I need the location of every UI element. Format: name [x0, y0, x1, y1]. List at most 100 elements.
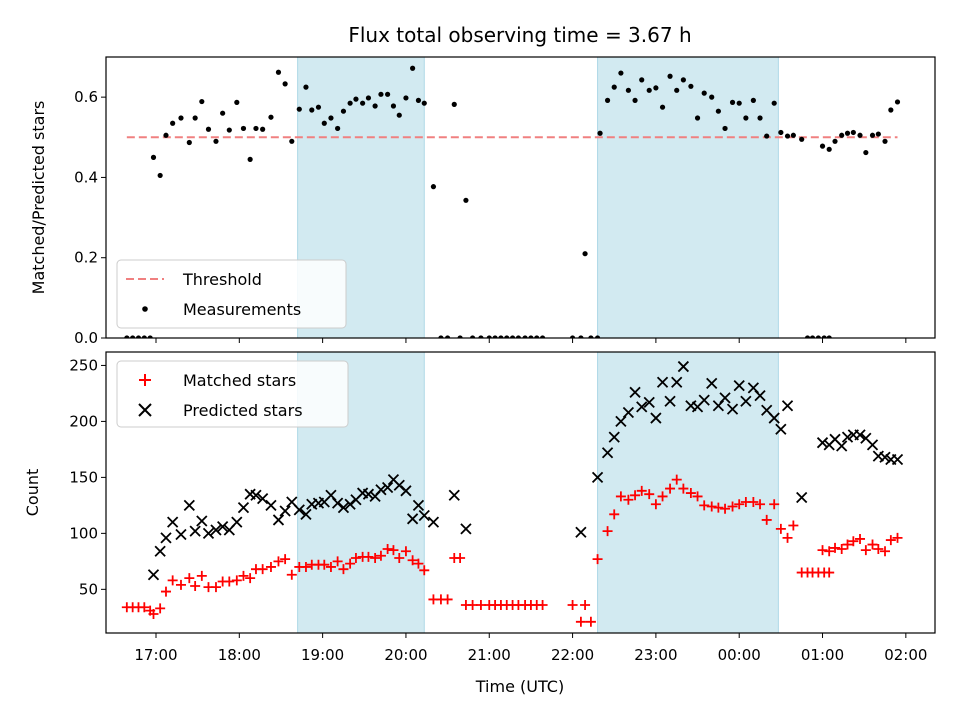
data-point	[160, 532, 172, 544]
data-point	[688, 83, 694, 89]
series-matched-stars	[121, 474, 903, 627]
data-point	[528, 335, 534, 338]
legend-measurements-swatch	[142, 306, 148, 312]
data-point	[331, 497, 344, 509]
data-point	[289, 138, 295, 144]
legend-label: Predicted stars	[183, 401, 303, 420]
data-point	[857, 132, 863, 138]
data-point	[601, 447, 614, 459]
data-point	[736, 100, 742, 106]
data-point	[170, 120, 176, 126]
data-point	[390, 103, 397, 109]
data-point	[190, 580, 201, 591]
top-panel-ratio: 0.0 0.2 0.4 0.6 Matched/Predicted stars Thres…	[29, 56, 936, 347]
data-point	[882, 138, 888, 144]
data-point	[775, 523, 786, 534]
data-point	[375, 550, 386, 561]
data-point	[748, 497, 759, 508]
data-point	[178, 115, 184, 121]
data-point	[309, 107, 315, 113]
data-point	[657, 491, 668, 502]
data-point	[650, 499, 661, 510]
data-point	[826, 335, 832, 338]
data-point	[867, 539, 878, 550]
data-point	[293, 504, 305, 516]
data-point	[344, 498, 356, 510]
data-point	[629, 386, 641, 398]
legend: Matched stars Predicted stars	[116, 360, 349, 428]
data-point	[196, 570, 207, 581]
data-point	[650, 412, 662, 424]
data-point	[788, 520, 799, 531]
data-point	[256, 493, 269, 505]
data-point	[522, 335, 528, 338]
data-point	[498, 335, 504, 338]
data-point	[184, 573, 195, 584]
data-point	[300, 561, 311, 572]
data-point	[260, 126, 266, 132]
data-point	[602, 526, 613, 537]
shaded-interval-2	[597, 56, 779, 339]
data-point	[205, 126, 212, 132]
data-point	[855, 533, 866, 544]
data-point	[824, 567, 835, 578]
data-point	[734, 499, 745, 510]
x-tick-label: 19:00	[301, 646, 344, 664]
data-point	[286, 569, 297, 580]
data-point	[141, 335, 147, 338]
data-point	[643, 396, 655, 409]
data-point	[509, 335, 516, 338]
data-point	[832, 138, 838, 144]
data-point	[150, 154, 157, 160]
axes-frame	[105, 351, 936, 634]
data-point	[345, 558, 356, 569]
legend-label: Threshold	[182, 270, 262, 289]
data-point	[830, 542, 841, 553]
data-point	[226, 127, 232, 133]
data-point	[615, 491, 626, 502]
data-point	[247, 156, 253, 162]
series-measurements	[124, 65, 901, 338]
data-point	[665, 483, 676, 494]
data-point	[430, 184, 437, 190]
y-tick-label: 250	[69, 356, 98, 374]
data-point	[415, 97, 422, 103]
data-point	[175, 579, 186, 590]
data-point	[492, 335, 498, 338]
data-point	[692, 491, 703, 502]
data-point	[885, 535, 896, 546]
data-point	[588, 335, 594, 338]
axes-frame	[105, 56, 936, 339]
data-point	[238, 570, 249, 581]
data-point	[575, 526, 587, 538]
data-point	[421, 100, 427, 106]
data-point	[231, 516, 243, 528]
x-tick-label: 23:00	[634, 646, 677, 664]
data-point	[167, 575, 178, 586]
data-point	[460, 523, 472, 535]
data-point	[594, 335, 601, 338]
data-point	[850, 129, 856, 136]
data-point	[667, 73, 673, 79]
data-point	[237, 501, 250, 514]
data-point	[155, 603, 166, 614]
data-point	[796, 491, 808, 504]
data-point	[419, 565, 430, 576]
data-point	[790, 132, 796, 138]
data-point	[750, 97, 756, 103]
data-point	[674, 87, 680, 93]
data-point	[799, 136, 805, 142]
y-tick-label: 100	[69, 524, 98, 542]
data-point	[618, 70, 624, 76]
data-point	[636, 401, 648, 413]
data-point	[729, 99, 736, 105]
data-point	[234, 99, 240, 105]
data-point	[340, 108, 347, 114]
data-point	[486, 335, 492, 338]
data-point	[315, 104, 322, 110]
data-point	[199, 98, 205, 105]
data-point	[888, 107, 894, 113]
data-point	[698, 394, 710, 406]
y-tick-label: 200	[69, 412, 98, 430]
data-point	[442, 594, 453, 605]
